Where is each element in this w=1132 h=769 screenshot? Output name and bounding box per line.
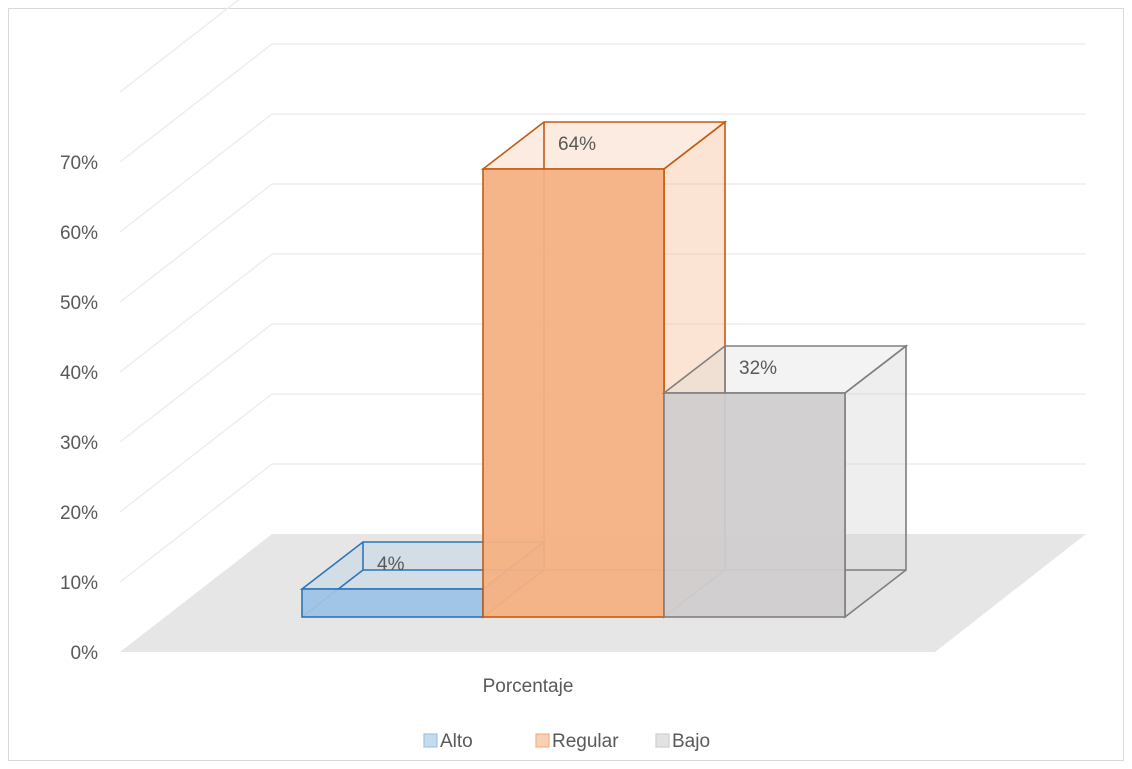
y-tick-label: 70% — [60, 153, 98, 174]
legend-label-alto: Alto — [440, 731, 473, 752]
y-tick-label: 60% — [60, 223, 98, 244]
gridline-side — [119, 393, 273, 513]
legend-label-bajo: Bajo — [672, 731, 710, 752]
bar-front-face — [301, 588, 484, 618]
bar-regular — [480, 120, 728, 619]
y-axis-ticks: 0% 10% 20% 30% 40% 50% 60% 70% — [60, 153, 98, 664]
legend-label-regular: Regular — [552, 731, 619, 752]
legend-swatch-alto — [423, 733, 438, 748]
data-labels: 4% 64% 32% — [377, 134, 777, 575]
gridline-side — [119, 0, 240, 93]
bar-front-face — [663, 392, 846, 618]
category-label: Porcentaje — [483, 676, 574, 697]
data-label-bajo: 32% — [739, 358, 777, 379]
y-tick-label: 10% — [60, 573, 98, 594]
y-tick-label: 30% — [60, 433, 98, 454]
data-label-regular: 64% — [558, 134, 596, 155]
gridline-side — [119, 43, 273, 163]
gridline-side — [119, 323, 273, 443]
gridline-side — [119, 183, 273, 303]
legend-swatch-bajo — [655, 733, 670, 748]
y-tick-label: 50% — [60, 293, 98, 314]
gridline-side — [119, 253, 273, 373]
gridline-side — [119, 113, 273, 233]
chart-bars — [299, 120, 909, 619]
bar-front-face — [482, 168, 665, 618]
y-tick-label: 0% — [71, 643, 99, 664]
legend: Alto Regular Bajo — [423, 731, 710, 752]
bar-bajo — [661, 344, 909, 619]
y-tick-label: 20% — [60, 503, 98, 524]
chart-walls — [119, 0, 1086, 583]
y-tick-label: 40% — [60, 363, 98, 384]
legend-swatch-regular — [535, 733, 550, 748]
gridline-side — [119, 463, 273, 583]
data-label-alto: 4% — [377, 554, 405, 575]
